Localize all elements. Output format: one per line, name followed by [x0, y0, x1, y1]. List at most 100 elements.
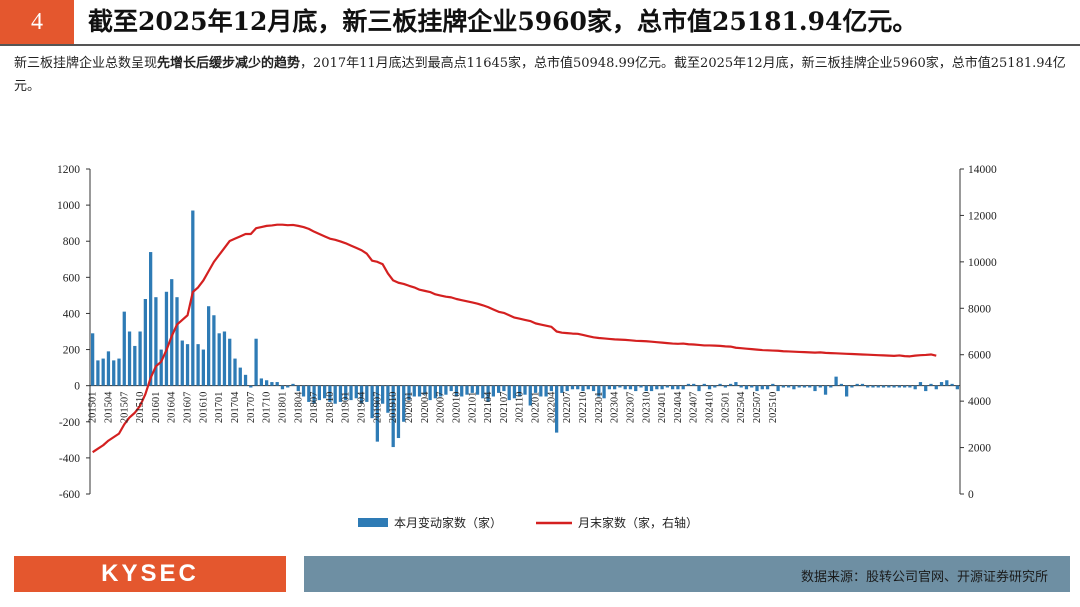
- x-tick-label: 201710: [262, 392, 273, 424]
- bar: [776, 385, 780, 392]
- bar: [270, 382, 274, 386]
- bar: [549, 385, 553, 392]
- left-tick-label: 600: [63, 272, 81, 284]
- x-tick-label: 202507: [752, 392, 763, 424]
- bar: [185, 344, 190, 386]
- x-tick-label: 202207: [562, 392, 573, 424]
- left-tick-label: 400: [63, 308, 81, 320]
- bar: [470, 385, 474, 393]
- x-tick-label: 201610: [198, 392, 209, 424]
- bar: [207, 306, 211, 386]
- bar: [280, 385, 285, 390]
- x-tick-label: 201901: [341, 392, 352, 424]
- bar: [681, 385, 685, 390]
- bar: [249, 385, 253, 388]
- bar: [623, 385, 627, 390]
- bar: [338, 385, 343, 402]
- bar: [423, 385, 427, 395]
- summary-text: 新三板挂牌企业总数呈现先增长后缓步减少的趋势，2017年11月底达到最高点116…: [14, 52, 1070, 98]
- right-axis-ticks: 0 2000 4000 6000 8000 10000 12000 14000: [960, 164, 997, 501]
- bar: [433, 385, 437, 399]
- bar: [328, 385, 332, 402]
- bar: [792, 385, 796, 390]
- bar: [217, 333, 221, 386]
- bar: [860, 383, 865, 386]
- left-tick-label: -200: [59, 417, 80, 429]
- bar: [528, 385, 532, 406]
- bar: [544, 385, 548, 397]
- bar: [634, 385, 638, 392]
- legend-bar-swatch: [358, 518, 388, 527]
- x-tick-label: 201810: [325, 392, 336, 424]
- bar: [607, 385, 611, 390]
- x-tick-label: 202410: [705, 392, 716, 424]
- bar: [734, 382, 738, 386]
- legend-bar-label: 本月变动家数（家）: [394, 515, 502, 530]
- bar: [291, 383, 295, 386]
- bar: [481, 385, 485, 399]
- bar: [671, 385, 675, 390]
- right-tick-label: 8000: [968, 303, 991, 315]
- bar: [307, 385, 311, 402]
- bar: [781, 385, 785, 388]
- x-tick-label: 202301: [594, 392, 605, 424]
- bar: [402, 385, 406, 422]
- bar: [497, 385, 501, 393]
- x-tick-label: 202310: [641, 392, 652, 424]
- right-tick-label: 14000: [968, 164, 997, 176]
- bar: [876, 385, 880, 388]
- bar: [813, 385, 817, 392]
- x-tick-label: 201904: [357, 391, 368, 423]
- bar: [412, 385, 416, 397]
- bar: [718, 383, 722, 386]
- summary-part-2: ，2017年11月底达到最高点11645家，总市值50948.99亿元。截至20…: [14, 56, 1066, 94]
- left-tick-label: -600: [59, 489, 80, 501]
- bar: [649, 385, 654, 392]
- bar: [317, 385, 321, 401]
- bar: [955, 385, 959, 390]
- bar: [491, 385, 495, 397]
- bar: [154, 297, 158, 386]
- bar: [613, 385, 617, 390]
- bar: [950, 383, 954, 386]
- bar: [396, 385, 401, 439]
- x-tick-label: 201601: [151, 392, 162, 424]
- bar: [555, 385, 559, 433]
- bar: [254, 338, 258, 386]
- bar: [365, 385, 369, 402]
- bar: [892, 385, 896, 388]
- bar: [122, 311, 126, 386]
- bar: [301, 385, 306, 397]
- bar: [201, 349, 205, 386]
- bar: [760, 385, 764, 390]
- left-tick-label: 1000: [57, 200, 80, 212]
- bar: [191, 210, 195, 386]
- bar: [913, 385, 917, 390]
- x-tick-label: 202007: [436, 392, 447, 424]
- bar: [839, 383, 843, 386]
- bar: [344, 385, 348, 401]
- x-tick-label: 202204: [546, 391, 557, 423]
- series-line: [92, 223, 937, 454]
- x-tick-label: 201704: [230, 391, 241, 423]
- bar: [903, 385, 907, 388]
- bar: [265, 380, 269, 386]
- right-tick-label: 0: [968, 489, 974, 501]
- bar: [639, 385, 643, 388]
- chart: -600 -400 -200 0 200 400 600 800 1000 1200 0 2000 4…: [57, 164, 997, 530]
- bar: [665, 385, 669, 388]
- bar: [170, 279, 174, 386]
- bar: [91, 333, 95, 386]
- bar: [407, 385, 411, 401]
- bar: [180, 340, 184, 386]
- bar: [707, 385, 712, 390]
- bar: [581, 385, 585, 392]
- bar: [259, 378, 263, 386]
- summary-part-1: 新三板挂牌企业总数呈现: [14, 56, 158, 71]
- x-tick-label: 201707: [246, 392, 257, 424]
- bar: [697, 385, 701, 392]
- x-tick-label: 202104: [483, 391, 494, 423]
- bar: [934, 385, 938, 390]
- bar: [386, 385, 390, 413]
- bar: [460, 385, 464, 397]
